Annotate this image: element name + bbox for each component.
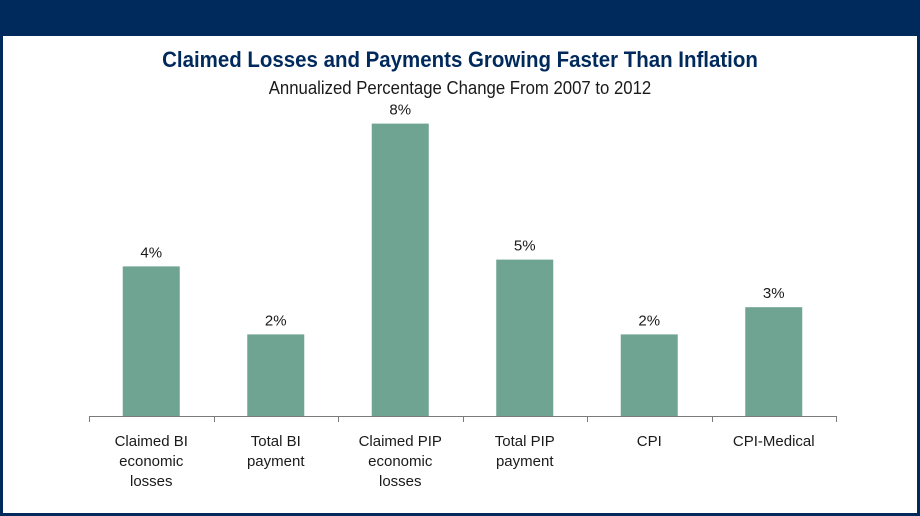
category-label: economic — [368, 453, 433, 470]
category-label: Total BI — [251, 433, 301, 450]
bar — [745, 307, 803, 416]
data-label: 8% — [389, 102, 411, 119]
data-label: 4% — [140, 244, 162, 261]
header-bar — [0, 0, 920, 36]
category-label: economic — [119, 453, 184, 470]
bar — [247, 334, 305, 416]
category-label: CPI-Medical — [733, 433, 815, 450]
data-label: 3% — [763, 285, 785, 302]
category-label: CPI — [637, 433, 662, 450]
bar — [371, 123, 429, 416]
bar — [122, 266, 180, 416]
bar — [496, 259, 554, 416]
data-label: 5% — [514, 238, 536, 255]
category-label: losses — [130, 473, 173, 490]
category-label: payment — [496, 453, 554, 470]
chart-subtitle: Annualized Percentage Change From 2007 t… — [268, 78, 652, 98]
category-label: payment — [247, 453, 305, 470]
data-label: 2% — [265, 312, 287, 329]
category-label: Claimed PIP — [359, 433, 442, 450]
category-label: losses — [379, 473, 422, 490]
category-label: Total PIP — [495, 433, 555, 450]
category-label: Claimed BI — [115, 433, 188, 450]
data-label: 2% — [638, 312, 660, 329]
bar — [620, 334, 678, 416]
chart-title: Claimed Losses and Payments Growing Fast… — [162, 47, 758, 72]
